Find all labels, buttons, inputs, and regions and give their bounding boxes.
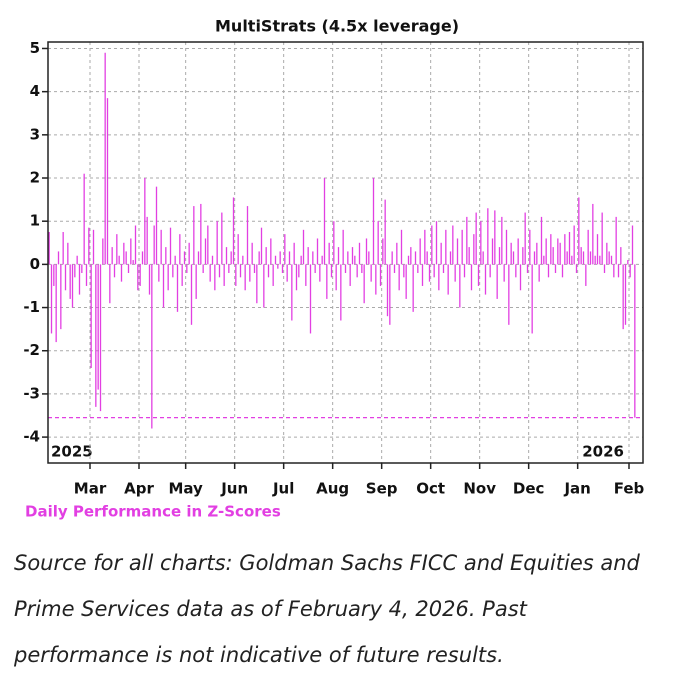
x-tick-label: Aug xyxy=(316,480,349,498)
x-tick-label: Jul xyxy=(272,480,294,498)
y-tick-label: -1 xyxy=(23,298,40,316)
y-tick-label: 4 xyxy=(30,82,40,100)
x-tick-label: Nov xyxy=(463,480,496,498)
x-tick-label: Feb xyxy=(614,480,645,498)
x-tick-label: May xyxy=(168,480,203,498)
caption: Source for all charts: Goldman Sachs FIC… xyxy=(14,551,640,667)
chart: MultiStrats (4.5x leverage) Daily Perfor… xyxy=(23,17,645,521)
x-tick-label: Dec xyxy=(513,480,545,498)
y-tick-label: -3 xyxy=(23,384,40,402)
x-tick-label: Jun xyxy=(220,480,248,498)
plot-frame xyxy=(47,41,644,464)
y-tick-label: 0 xyxy=(30,255,40,273)
y-axis-label: Daily Performance in Z-Scores xyxy=(25,503,281,521)
year-label: 2025 xyxy=(51,443,93,461)
y-tick-label: 5 xyxy=(30,39,40,57)
x-tick-label: Mar xyxy=(74,480,107,498)
y-tick-label: 1 xyxy=(30,212,40,230)
y-tick-label: -2 xyxy=(23,341,40,359)
y-tick-label: -4 xyxy=(23,428,40,446)
year-label: 2026 xyxy=(582,443,624,461)
x-tick-label: Oct xyxy=(416,480,445,498)
x-tick-label: Apr xyxy=(124,480,154,498)
chart-title: MultiStrats (4.5x leverage) xyxy=(215,17,459,36)
y-tick-label: 3 xyxy=(30,125,40,143)
y-tick-label: 2 xyxy=(30,169,40,187)
x-tick-label: Sep xyxy=(366,480,398,498)
x-tick-label: Jan xyxy=(563,480,590,498)
